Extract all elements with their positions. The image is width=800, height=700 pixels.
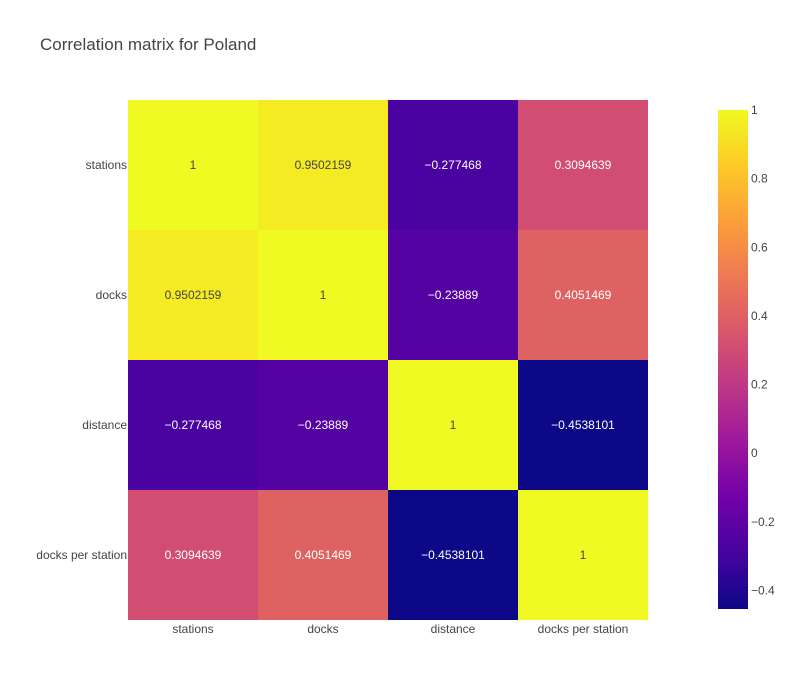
y-tick-label: distance — [82, 418, 127, 432]
heatmap-cell-docks-per-station-docks-per-station — [518, 490, 648, 620]
colorbar-tick-label: 0 — [751, 446, 758, 460]
heatmap-cell-docks-distance — [388, 230, 518, 360]
heatmap-cell-distance-docks-per-station — [518, 360, 648, 490]
colorbar-tick-label: 0.4 — [751, 309, 768, 323]
heatmap-cell-docks-docks — [258, 230, 388, 360]
heatmap-cells — [128, 100, 648, 620]
cell-value-label: 1 — [190, 158, 197, 172]
x-tick-label: stations — [172, 622, 213, 636]
cell-value-label: −0.277468 — [424, 158, 481, 172]
colorbar-tick-label: −0.2 — [751, 515, 775, 529]
y-axis-tick-labels: stations docks distance docks per station — [36, 158, 127, 562]
cell-value-label: 1 — [580, 548, 587, 562]
cell-value-label: −0.4538101 — [421, 548, 485, 562]
heatmap-cell-stations-stations — [128, 100, 258, 230]
chart-title: Correlation matrix for Poland — [40, 35, 256, 54]
heatmap-cell-stations-distance — [388, 100, 518, 230]
heatmap-cell-distance-docks — [258, 360, 388, 490]
cell-value-label: 0.9502159 — [295, 158, 352, 172]
colorbar-tick-label: 0.6 — [751, 240, 768, 254]
heatmap-cell-labels: 1 0.9502159 −0.277468 0.3094639 0.9502159 1 −0… — [164, 158, 615, 562]
cell-value-label: 0.3094639 — [165, 548, 222, 562]
y-tick-label: stations — [86, 158, 127, 172]
heatmap-cell-distance-distance — [388, 360, 518, 490]
cell-value-label: 0.3094639 — [555, 158, 612, 172]
heatmap-cell-stations-docks-per-station — [518, 100, 648, 230]
cell-value-label: −0.23889 — [428, 288, 479, 302]
heatmap-cell-docks-per-station-docks — [258, 490, 388, 620]
x-tick-label: docks per station — [538, 622, 629, 636]
colorbar-tick-label: 0.2 — [751, 378, 768, 392]
colorbar-tick-label: −0.4 — [751, 584, 775, 598]
heatmap-cell-docks-per-station-distance — [388, 490, 518, 620]
cell-value-label: 0.4051469 — [555, 288, 612, 302]
heatmap-cell-docks-per-station-stations — [128, 490, 258, 620]
cell-value-label: 1 — [450, 418, 457, 432]
cell-value-label: 0.4051469 — [295, 548, 352, 562]
y-tick-label: docks — [96, 288, 127, 302]
colorbar-tick-label: 0.8 — [751, 172, 768, 186]
cell-value-label: 1 — [320, 288, 327, 302]
cell-value-label: 0.9502159 — [165, 288, 222, 302]
heatmap-cell-stations-docks — [258, 100, 388, 230]
heatmap-cell-distance-stations — [128, 360, 258, 490]
cell-value-label: −0.277468 — [164, 418, 221, 432]
cell-value-label: −0.4538101 — [551, 418, 615, 432]
heatmap-cell-docks-stations — [128, 230, 258, 360]
cell-value-label: −0.23889 — [298, 418, 349, 432]
heatmap-cell-docks-docks-per-station — [518, 230, 648, 360]
y-tick-label: docks per station — [36, 548, 127, 562]
colorbar — [718, 110, 748, 609]
x-tick-label: docks — [307, 622, 338, 636]
colorbar-tick-label: 1 — [751, 103, 758, 117]
colorbar-tick-labels: 1 0.8 0.6 0.4 0.2 0 −0.2 −0.4 — [751, 103, 775, 598]
x-axis-tick-labels: stations docks distance docks per station — [172, 622, 628, 636]
x-tick-label: distance — [431, 622, 476, 636]
